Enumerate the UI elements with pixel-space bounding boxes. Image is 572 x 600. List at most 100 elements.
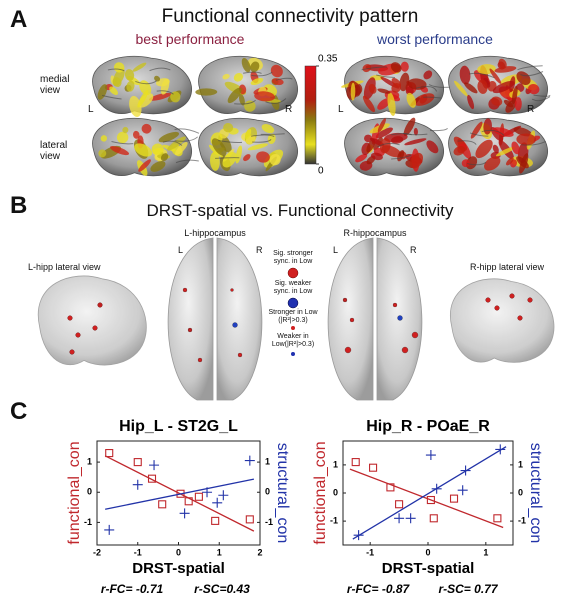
brain-surface — [167, 237, 214, 401]
annotation: r-FC= -0.87 — [347, 582, 411, 596]
activation-blob — [132, 62, 147, 72]
y2-tick-label: 0 — [265, 487, 270, 497]
data-point — [212, 497, 223, 508]
activation-blob — [243, 154, 251, 162]
axis-label: functional_con — [312, 441, 329, 544]
activation-blob — [241, 58, 251, 73]
activation-blob — [132, 130, 140, 139]
side-label: R — [285, 104, 293, 115]
activation-blob — [509, 76, 516, 93]
node — [69, 349, 75, 355]
data-point — [104, 524, 115, 535]
activation-blob — [227, 87, 242, 104]
x-tick-label: -1 — [134, 547, 142, 557]
activation-blob — [126, 80, 135, 92]
data-point — [395, 500, 404, 509]
node — [182, 287, 188, 293]
sulcus — [520, 71, 544, 77]
sulcus — [468, 72, 495, 79]
activation-blob — [459, 65, 471, 85]
data-point — [425, 450, 436, 461]
sulcus — [481, 129, 505, 136]
x-tick-label: -1 — [366, 547, 374, 557]
activation-blob — [461, 159, 470, 168]
activation-blob — [477, 79, 488, 94]
view-label: L-hipp lateral view — [28, 262, 101, 272]
node — [197, 357, 203, 363]
activation-blob — [453, 145, 466, 156]
node — [397, 315, 403, 321]
activation-blob — [464, 82, 478, 94]
activation-blob — [405, 86, 414, 96]
data-point — [133, 458, 142, 467]
activation-blob — [261, 124, 275, 134]
top-view-hemisphere — [376, 237, 423, 401]
data-point — [405, 513, 416, 524]
y2-tick-label: 0 — [518, 487, 523, 497]
activation-blob — [465, 156, 478, 170]
activation-blob — [195, 88, 218, 96]
activation-blob — [492, 80, 515, 94]
activation-blob — [158, 131, 180, 143]
x-tick-label: 0 — [425, 547, 430, 557]
node — [67, 315, 73, 321]
subtitle: best performance — [135, 31, 245, 47]
scatter-plots: Hip_L - ST2G_L DRST-spatial r-FC= -0.71 r-S… — [66, 418, 544, 596]
activation-blob — [366, 139, 376, 153]
view-label: medial view — [40, 74, 70, 96]
node — [187, 327, 193, 333]
side-label: L — [178, 245, 184, 255]
activation-blob — [409, 152, 424, 169]
data-point — [245, 515, 254, 524]
y2-tick-label: 1 — [265, 456, 270, 466]
top-view-hemisphere — [327, 237, 374, 401]
activation-blob — [160, 153, 169, 162]
activation-blob — [364, 134, 373, 143]
activation-blob — [484, 156, 501, 171]
activation-blob — [167, 136, 186, 151]
activation-blob — [377, 118, 386, 133]
activation-blob — [210, 151, 220, 171]
glass-brain — [37, 275, 147, 366]
brain-images: 0.35 0 — [37, 54, 555, 401]
brain-surface — [37, 275, 147, 366]
sulcus — [521, 140, 546, 146]
activation-blob — [98, 149, 107, 158]
activation-blob — [245, 128, 252, 140]
subtitle: worst performance — [377, 31, 493, 47]
annotation: r-SC= 0.77 — [438, 582, 498, 596]
data-point — [105, 449, 114, 458]
brain-surface — [448, 55, 548, 115]
activation-blob — [362, 64, 372, 73]
data-point — [369, 463, 378, 472]
sulcus — [361, 66, 388, 71]
sulcus — [162, 140, 183, 146]
x-tick-label: 1 — [217, 547, 222, 557]
sulcus — [252, 138, 272, 143]
activation-blob — [492, 127, 514, 137]
sulcus — [251, 134, 275, 137]
activation-blob — [151, 143, 164, 155]
activation-blob — [391, 83, 402, 93]
activation-blob — [377, 88, 391, 94]
y-tick-label: 1 — [333, 459, 338, 469]
data-point — [202, 487, 213, 498]
plot-title: Hip_L - ST2G_L — [119, 418, 238, 435]
brain — [448, 117, 548, 177]
activation-blob — [475, 139, 493, 159]
node — [230, 288, 234, 292]
activation-blob — [467, 94, 475, 110]
sulcus — [174, 136, 198, 142]
x-axis-label: DRST-spatial — [132, 560, 225, 577]
sulcus — [265, 98, 287, 104]
data-point — [184, 497, 193, 506]
sulcus — [102, 95, 122, 100]
sulcus — [467, 161, 487, 166]
activation-blob — [175, 141, 188, 156]
sulcus — [391, 154, 412, 160]
node — [75, 332, 81, 338]
activation-blob — [511, 85, 518, 105]
fit-line — [104, 455, 255, 532]
activation-blob — [100, 135, 108, 142]
sulcus — [156, 90, 174, 95]
